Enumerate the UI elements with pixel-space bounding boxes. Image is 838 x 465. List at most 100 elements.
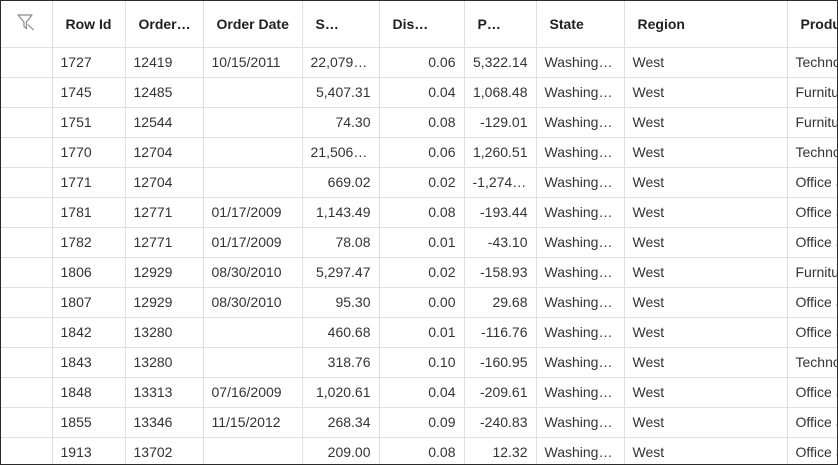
cell-row-id[interactable]: 1751 xyxy=(52,107,126,138)
row-selector-cell[interactable] xyxy=(1,47,53,78)
cell-profit[interactable]: 29.68 xyxy=(464,287,537,318)
cell-region[interactable]: West xyxy=(624,347,788,378)
cell-discount[interactable]: 0.08 xyxy=(379,197,465,228)
cell-region[interactable]: West xyxy=(624,197,788,228)
filter-toggle-button[interactable] xyxy=(1,1,53,48)
cell-row-id[interactable]: 1806 xyxy=(52,257,126,288)
cell-row-id[interactable]: 1782 xyxy=(52,227,126,258)
cell-discount[interactable]: 0.06 xyxy=(379,137,465,168)
row-selector-cell[interactable] xyxy=(1,347,53,378)
cell-order-id[interactable]: 13280 xyxy=(125,317,204,348)
cell-sales[interactable]: 78.08 xyxy=(302,227,380,258)
cell-region[interactable]: West xyxy=(624,137,788,168)
table-row[interactable]: 1807 12929 08/30/2010 95.30 0.00 29.68 Washing… xyxy=(1,287,837,318)
cell-discount[interactable]: 0.02 xyxy=(379,257,465,288)
table-row[interactable]: 1751 12544 74.30 0.08 -129.01 Washingt… West Fu… xyxy=(1,107,837,138)
cell-sales[interactable]: 1,143.49 xyxy=(302,197,380,228)
cell-profit[interactable]: 1,260.51 xyxy=(464,137,537,168)
row-selector-cell[interactable] xyxy=(1,107,53,138)
cell-discount[interactable]: 0.02 xyxy=(379,167,465,198)
table-row[interactable]: 1806 12929 08/30/2010 5,297.47 0.02 -158.93 Wa… xyxy=(1,257,837,288)
cell-sales[interactable]: 268.34 xyxy=(302,407,380,438)
cell-region[interactable]: West xyxy=(624,77,788,108)
cell-region[interactable]: West xyxy=(624,437,788,464)
row-selector-cell[interactable] xyxy=(1,197,53,228)
cell-product-category[interactable]: Office Supplies xyxy=(787,437,837,464)
column-header-discount[interactable]: Dis… xyxy=(379,1,465,48)
column-header-sales[interactable]: S… xyxy=(302,1,380,48)
cell-sales[interactable]: 460.68 xyxy=(302,317,380,348)
column-header-profit[interactable]: P… xyxy=(464,1,537,48)
cell-state[interactable]: Washingt… xyxy=(536,317,625,348)
table-row[interactable]: 1913 13702 209.00 0.08 12.32 Washingt… West Off… xyxy=(1,437,837,464)
cell-product-category[interactable]: Technology xyxy=(787,347,837,378)
cell-row-id[interactable]: 1745 xyxy=(52,77,126,108)
table-row[interactable]: 1781 12771 01/17/2009 1,143.49 0.08 -193.44 Wa… xyxy=(1,197,837,228)
cell-order-date[interactable]: 11/15/2012 xyxy=(203,407,303,438)
cell-sales[interactable]: 74.30 xyxy=(302,107,380,138)
cell-row-id[interactable]: 1781 xyxy=(52,197,126,228)
cell-order-date[interactable] xyxy=(203,107,303,138)
cell-discount[interactable]: 0.01 xyxy=(379,317,465,348)
cell-profit[interactable]: -193.44 xyxy=(464,197,537,228)
cell-profit[interactable]: -158.93 xyxy=(464,257,537,288)
cell-state[interactable]: Washingt… xyxy=(536,377,625,408)
cell-order-id[interactable]: 12771 xyxy=(125,197,204,228)
cell-state[interactable]: Washingt… xyxy=(536,257,625,288)
cell-row-id[interactable]: 1807 xyxy=(52,287,126,318)
cell-order-date[interactable] xyxy=(203,77,303,108)
cell-sales[interactable]: 669.02 xyxy=(302,167,380,198)
cell-product-category[interactable]: Technology xyxy=(787,137,837,168)
cell-state[interactable]: Washingt… xyxy=(536,437,625,464)
cell-discount[interactable]: 0.04 xyxy=(379,77,465,108)
cell-order-date[interactable] xyxy=(203,167,303,198)
cell-row-id[interactable]: 1848 xyxy=(52,377,126,408)
cell-product-category[interactable]: Office Supplies xyxy=(787,167,837,198)
cell-order-id[interactable]: 12929 xyxy=(125,257,204,288)
cell-product-category[interactable]: Furniture xyxy=(787,257,837,288)
row-selector-cell[interactable] xyxy=(1,257,53,288)
cell-state[interactable]: Washingt… xyxy=(536,347,625,378)
cell-profit[interactable]: 12.32 xyxy=(464,437,537,464)
cell-product-category[interactable]: Furniture xyxy=(787,77,837,108)
cell-sales[interactable]: 209.00 xyxy=(302,437,380,464)
row-selector-cell[interactable] xyxy=(1,377,53,408)
cell-discount[interactable]: 0.00 xyxy=(379,287,465,318)
cell-product-category[interactable]: Furniture xyxy=(787,107,837,138)
row-selector-cell[interactable] xyxy=(1,407,53,438)
table-row[interactable]: 1842 13280 460.68 0.01 -116.76 Washingt… West O… xyxy=(1,317,837,348)
cell-region[interactable]: West xyxy=(624,107,788,138)
table-row[interactable]: 1770 12704 21,506.… 0.06 1,260.51 Washingt… We… xyxy=(1,137,837,168)
cell-order-id[interactable]: 12544 xyxy=(125,107,204,138)
row-selector-cell[interactable] xyxy=(1,287,53,318)
cell-order-id[interactable]: 12771 xyxy=(125,227,204,258)
table-row[interactable]: 1843 13280 318.76 0.10 -160.95 Washingt… West T… xyxy=(1,347,837,378)
table-row[interactable]: 1848 13313 07/16/2009 1,020.61 0.04 -209.61 Wa… xyxy=(1,377,837,408)
cell-order-id[interactable]: 12485 xyxy=(125,77,204,108)
cell-profit[interactable]: 5,322.14 xyxy=(464,47,537,78)
column-header-region[interactable]: Region xyxy=(624,1,788,48)
cell-order-date[interactable]: 10/15/2011 xyxy=(203,47,303,78)
cell-region[interactable]: West xyxy=(624,257,788,288)
cell-order-date[interactable]: 08/30/2010 xyxy=(203,257,303,288)
cell-profit[interactable]: -160.95 xyxy=(464,347,537,378)
column-header-product-category[interactable]: Product Category xyxy=(787,1,837,48)
cell-discount[interactable]: 0.08 xyxy=(379,437,465,464)
cell-profit[interactable]: -209.61 xyxy=(464,377,537,408)
cell-order-date[interactable] xyxy=(203,437,303,464)
cell-order-id[interactable]: 12419 xyxy=(125,47,204,78)
cell-order-id[interactable]: 12929 xyxy=(125,287,204,318)
cell-product-category[interactable]: Office Supplies xyxy=(787,407,837,438)
cell-order-date[interactable] xyxy=(203,347,303,378)
cell-discount[interactable]: 0.04 xyxy=(379,377,465,408)
cell-sales[interactable]: 318.76 xyxy=(302,347,380,378)
cell-order-id[interactable]: 13313 xyxy=(125,377,204,408)
cell-region[interactable]: West xyxy=(624,227,788,258)
row-selector-cell[interactable] xyxy=(1,77,53,108)
cell-product-category[interactable]: Office Supplies xyxy=(787,287,837,318)
cell-sales[interactable]: 95.30 xyxy=(302,287,380,318)
cell-state[interactable]: Washingt… xyxy=(536,137,625,168)
cell-discount[interactable]: 0.08 xyxy=(379,107,465,138)
cell-profit[interactable]: -43.10 xyxy=(464,227,537,258)
cell-region[interactable]: West xyxy=(624,407,788,438)
